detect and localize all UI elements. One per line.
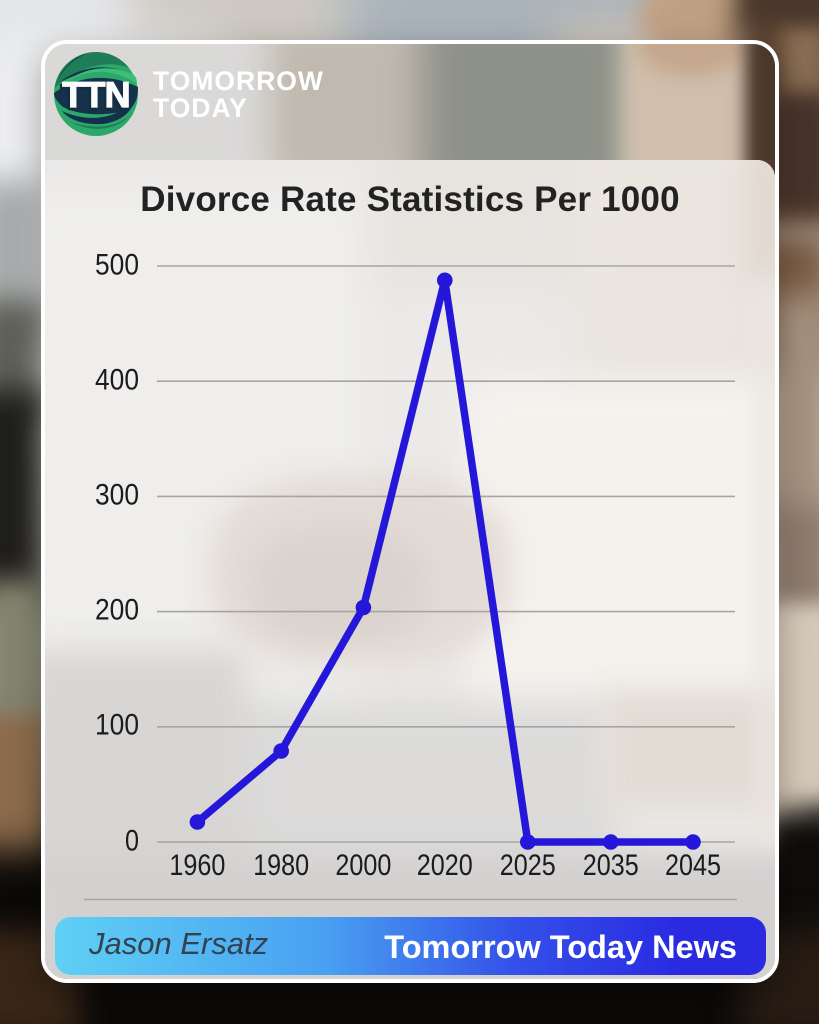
svg-text:400: 400 (95, 364, 139, 397)
svg-text:2035: 2035 (583, 849, 639, 882)
svg-text:1960: 1960 (169, 849, 225, 882)
svg-text:300: 300 (95, 479, 139, 512)
svg-text:2020: 2020 (417, 849, 473, 882)
svg-text:500: 500 (95, 249, 139, 282)
svg-text:1980: 1980 (253, 849, 309, 882)
svg-text:TTN: TTN (62, 74, 130, 115)
svg-text:2000: 2000 (335, 849, 391, 882)
svg-text:TTN: TTN (60, 77, 128, 118)
svg-text:200: 200 (95, 594, 139, 627)
svg-text:2045: 2045 (665, 849, 721, 882)
svg-text:0: 0 (125, 825, 139, 858)
svg-text:100: 100 (95, 709, 139, 742)
svg-text:2025: 2025 (500, 849, 556, 882)
